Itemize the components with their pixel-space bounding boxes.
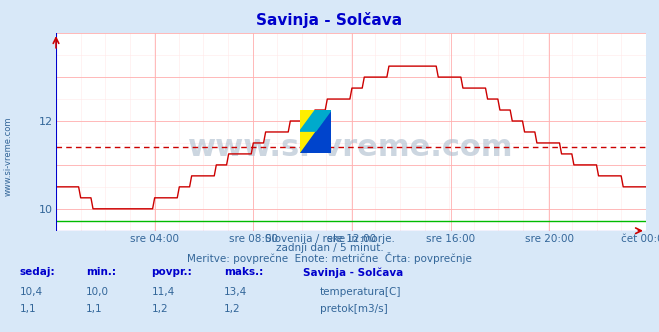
Text: 1,1: 1,1	[86, 304, 102, 314]
Text: Savinja - Solčava: Savinja - Solčava	[303, 267, 403, 278]
Text: 1,2: 1,2	[152, 304, 168, 314]
Text: maks.:: maks.:	[224, 267, 264, 277]
Text: 11,4: 11,4	[152, 287, 175, 297]
Text: min.:: min.:	[86, 267, 116, 277]
Text: 1,2: 1,2	[224, 304, 241, 314]
Text: zadnji dan / 5 minut.: zadnji dan / 5 minut.	[275, 243, 384, 253]
Text: 10,0: 10,0	[86, 287, 109, 297]
Polygon shape	[300, 110, 331, 131]
Text: sedaj:: sedaj:	[20, 267, 55, 277]
Text: pretok[m3/s]: pretok[m3/s]	[320, 304, 387, 314]
Text: www.si-vreme.com: www.si-vreme.com	[4, 116, 13, 196]
Text: www.si-vreme.com: www.si-vreme.com	[188, 133, 513, 162]
Text: 10,4: 10,4	[20, 287, 43, 297]
Text: temperatura[C]: temperatura[C]	[320, 287, 401, 297]
Polygon shape	[300, 110, 331, 153]
Text: 13,4: 13,4	[224, 287, 247, 297]
Text: Savinja - Solčava: Savinja - Solčava	[256, 12, 403, 28]
Text: Meritve: povprečne  Enote: metrične  Črta: povprečnje: Meritve: povprečne Enote: metrične Črta:…	[187, 252, 472, 264]
Polygon shape	[300, 110, 331, 153]
Text: Slovenija / reke in morje.: Slovenija / reke in morje.	[264, 234, 395, 244]
Text: 1,1: 1,1	[20, 304, 36, 314]
Text: povpr.:: povpr.:	[152, 267, 192, 277]
